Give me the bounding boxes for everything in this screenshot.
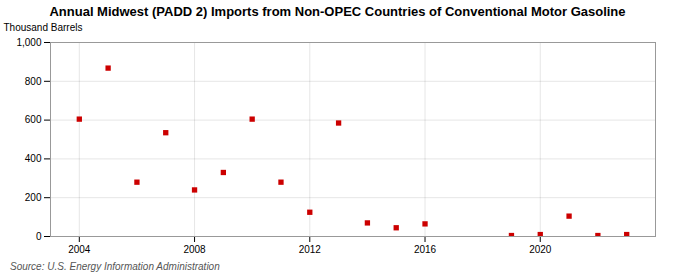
svg-text:2008: 2008 [183,244,206,255]
svg-text:600: 600 [25,114,42,125]
svg-text:Thousand Barrels: Thousand Barrels [4,22,83,33]
svg-text:2012: 2012 [299,244,322,255]
svg-text:200: 200 [25,192,42,203]
html-text:Source: U.S. Energy Informatio: Source: U.S. Energy Information Administ… [10,261,220,272]
html-text:Annual Midwest (PADD 2) Import: Annual Midwest (PADD 2) Imports from Non… [49,4,626,19]
svg-text:2016: 2016 [414,244,437,255]
svg-text:400: 400 [25,153,42,164]
svg-text:0: 0 [36,231,42,242]
svg-text:2020: 2020 [529,244,552,255]
svg-text:2004: 2004 [68,244,91,255]
svg-text:1,000: 1,000 [16,37,41,48]
svg-text:800: 800 [25,76,42,87]
